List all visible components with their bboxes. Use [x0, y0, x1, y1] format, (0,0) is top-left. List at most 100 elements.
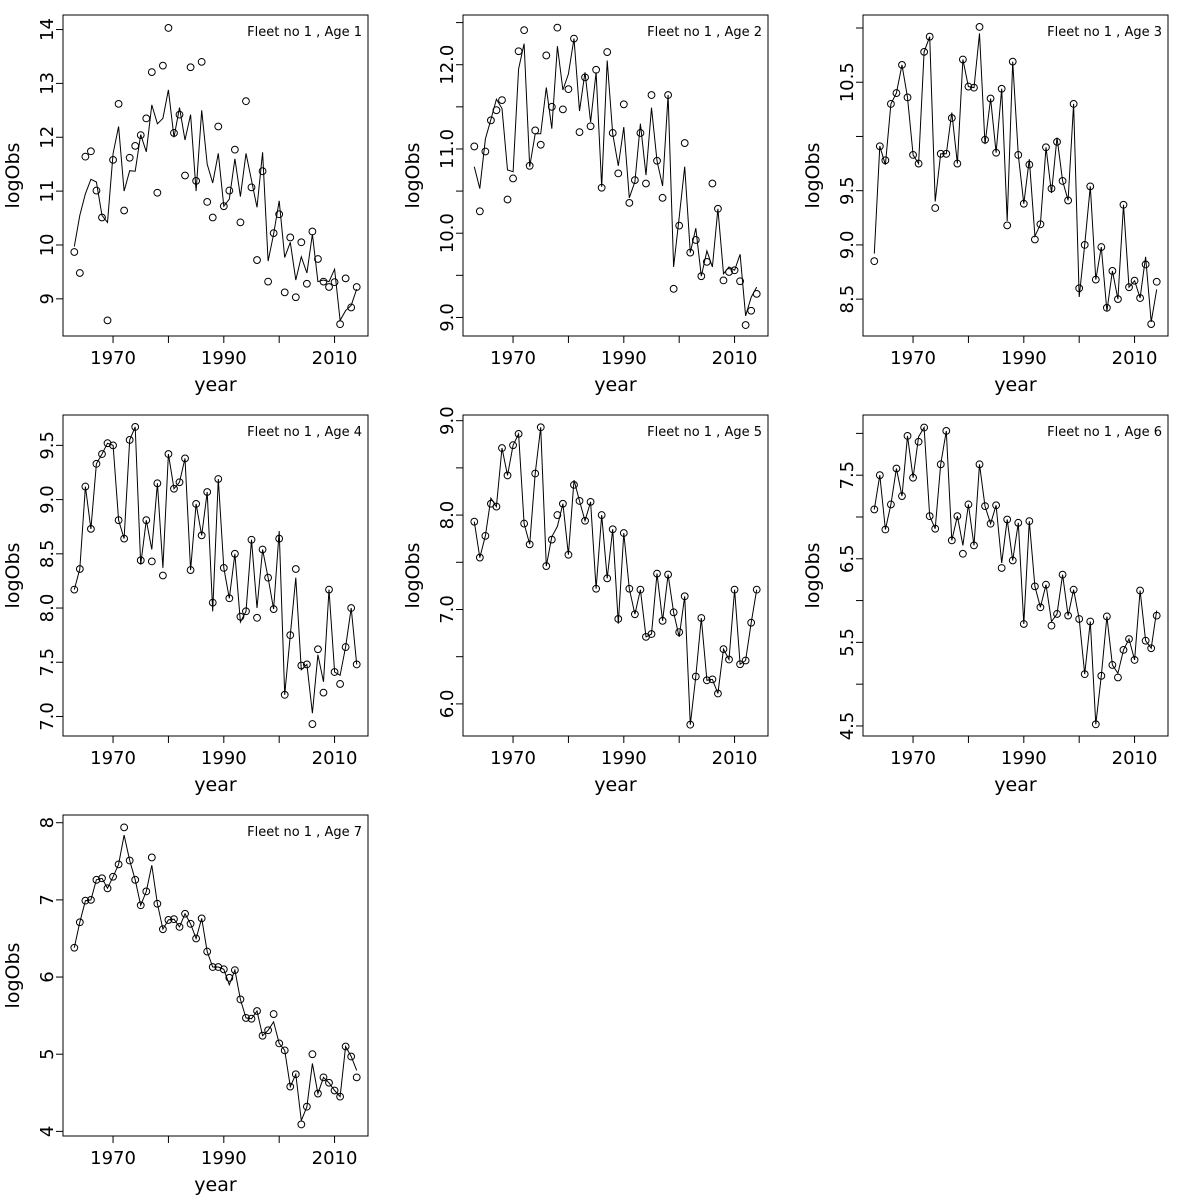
observed-point — [719, 276, 728, 285]
observed-point — [997, 84, 1006, 93]
y-tick-label: 7 — [37, 894, 58, 905]
panel-age-2: 1970 1990 2010 9.0 10.0 11.0 12.0 year logObs Fle… — [402, 14, 769, 396]
observed-point — [553, 23, 562, 32]
x-tick-label: 1970 — [90, 1148, 136, 1169]
y-tick-label: 9.0 — [837, 231, 858, 260]
observed-point — [475, 553, 484, 562]
observed-point — [625, 198, 634, 207]
observed-point — [164, 450, 173, 458]
x-tick-label: 1970 — [90, 748, 136, 769]
observed-point — [736, 660, 744, 669]
observed-point — [253, 613, 261, 622]
observed-point — [514, 429, 523, 438]
fitted-line — [473, 427, 758, 725]
panel-age-4: 1970 1990 2010 7.0 7.5 8.0 8.5 9.0 9.5 year logObs… — [2, 414, 369, 796]
observed-point — [658, 193, 667, 202]
observed-point — [236, 612, 245, 621]
observed-point — [1080, 670, 1089, 679]
observed-point — [170, 484, 178, 493]
observed-point — [208, 598, 217, 607]
observed-point — [153, 899, 162, 908]
x-tick-label: 1990 — [1001, 748, 1047, 769]
observed-point — [153, 188, 162, 197]
x-tick-label: 1990 — [201, 1148, 247, 1169]
observed-point — [70, 943, 79, 952]
fitted-line — [73, 426, 358, 714]
x-tick-label: 1990 — [201, 748, 247, 769]
observed-point — [269, 1010, 278, 1018]
x-tick-label: 1990 — [601, 748, 647, 769]
observed-point — [203, 197, 212, 206]
observed-point — [103, 884, 112, 893]
observed-point — [120, 823, 129, 832]
x-axis-label: year — [194, 1174, 237, 1196]
observed-point — [192, 176, 201, 185]
observed-point — [98, 450, 106, 458]
observed-point — [520, 519, 529, 528]
observed-point — [925, 32, 934, 41]
observed-point — [642, 179, 650, 188]
observed-point — [686, 248, 695, 257]
observed-point — [664, 91, 673, 99]
observed-point — [330, 1086, 339, 1095]
observed-point — [1008, 57, 1017, 66]
observed-point — [614, 169, 623, 178]
observed-point — [936, 460, 945, 469]
observed-point — [470, 142, 479, 151]
observed-point — [752, 585, 761, 594]
observed-point — [1130, 276, 1139, 285]
observed-point — [87, 524, 95, 533]
observed-point — [686, 720, 695, 729]
observed-point — [525, 540, 534, 549]
observed-point — [230, 966, 239, 974]
observed-point — [125, 436, 134, 444]
observed-point — [275, 534, 284, 543]
observed-point — [503, 471, 512, 480]
observed-point — [280, 288, 289, 297]
x-axis-label: year — [194, 774, 237, 796]
observed-point — [730, 585, 739, 594]
observed-point — [291, 1070, 300, 1079]
observed-point — [1102, 303, 1111, 312]
observed-point — [525, 161, 534, 170]
observed-point — [280, 690, 289, 699]
observed-point — [975, 23, 984, 31]
y-tick-label: 9.0 — [437, 303, 458, 332]
observed-point — [1019, 620, 1028, 628]
observed-point — [70, 585, 79, 594]
observed-point — [352, 660, 361, 669]
observed-point — [258, 545, 267, 554]
observed-point — [352, 1073, 361, 1082]
observed-point — [225, 594, 234, 603]
observed-point — [1102, 612, 1111, 621]
observed-point — [92, 186, 101, 195]
observed-point — [109, 872, 117, 881]
plot-frame — [862, 414, 1169, 737]
observed-point — [158, 925, 167, 934]
observed-point — [1075, 615, 1084, 623]
observed-point — [1042, 580, 1050, 589]
observed-point — [675, 628, 684, 637]
observed-point — [675, 221, 684, 230]
observed-point — [608, 129, 617, 137]
observed-point — [564, 550, 573, 559]
y-axis-label: logObs — [402, 143, 424, 209]
observed-point — [186, 566, 195, 574]
observed-point — [1108, 267, 1117, 275]
observed-point — [297, 1120, 306, 1129]
observed-point — [920, 47, 929, 56]
observed-point — [164, 24, 173, 32]
plot-frame — [462, 414, 769, 737]
y-tick-label: 4.5 — [837, 712, 858, 741]
observed-point — [1152, 611, 1161, 620]
observed-point — [258, 1031, 267, 1040]
observed-point — [280, 1046, 289, 1055]
observed-point — [909, 150, 917, 159]
observed-point — [1152, 277, 1161, 286]
observed-point — [947, 536, 956, 545]
observed-point — [236, 218, 245, 227]
observed-point — [658, 616, 667, 625]
observed-point — [958, 55, 967, 64]
observed-point — [153, 479, 162, 488]
